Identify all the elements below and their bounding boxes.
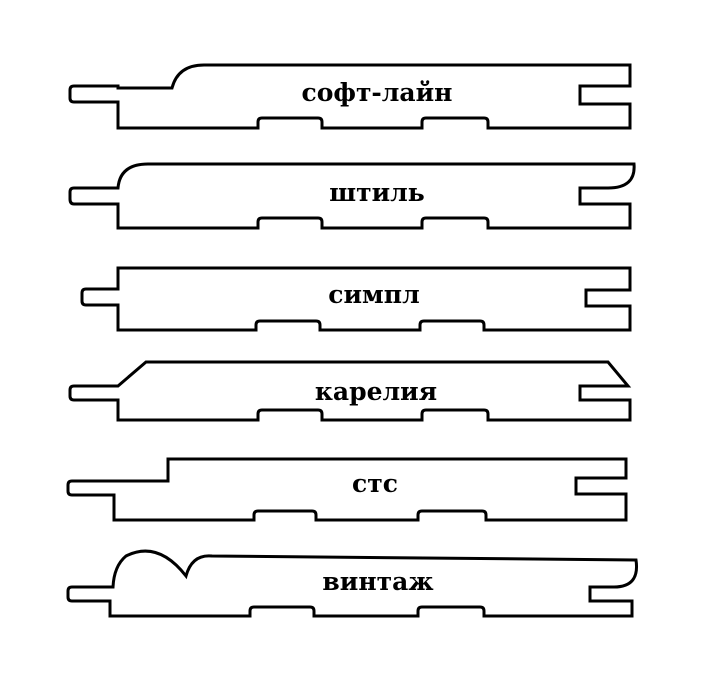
profile-simpl-label: симпл (328, 280, 419, 309)
profile-shtil-outline (68, 162, 636, 230)
profile-karelia-outline (68, 360, 632, 422)
profile-karelia: карелия (68, 360, 632, 422)
profile-sts-label: стс (352, 469, 398, 498)
profile-karelia-label: карелия (315, 377, 437, 406)
profile-soft-line-label: софт-лайн (302, 78, 453, 107)
profile-sts: стс (66, 457, 628, 522)
profile-shtil-label: штиль (329, 178, 425, 207)
profile-vintazh-outline (66, 549, 639, 618)
profile-shtil: штиль (68, 162, 636, 230)
profile-soft-line-outline (68, 63, 632, 130)
profile-vintazh-label: винтаж (322, 567, 433, 596)
profile-soft-line: софт-лайн (68, 63, 632, 130)
profile-vintazh: винтаж (66, 549, 639, 618)
profile-sts-outline (66, 457, 628, 522)
profile-simpl: симпл (80, 266, 632, 332)
profile-simpl-outline (80, 266, 632, 332)
